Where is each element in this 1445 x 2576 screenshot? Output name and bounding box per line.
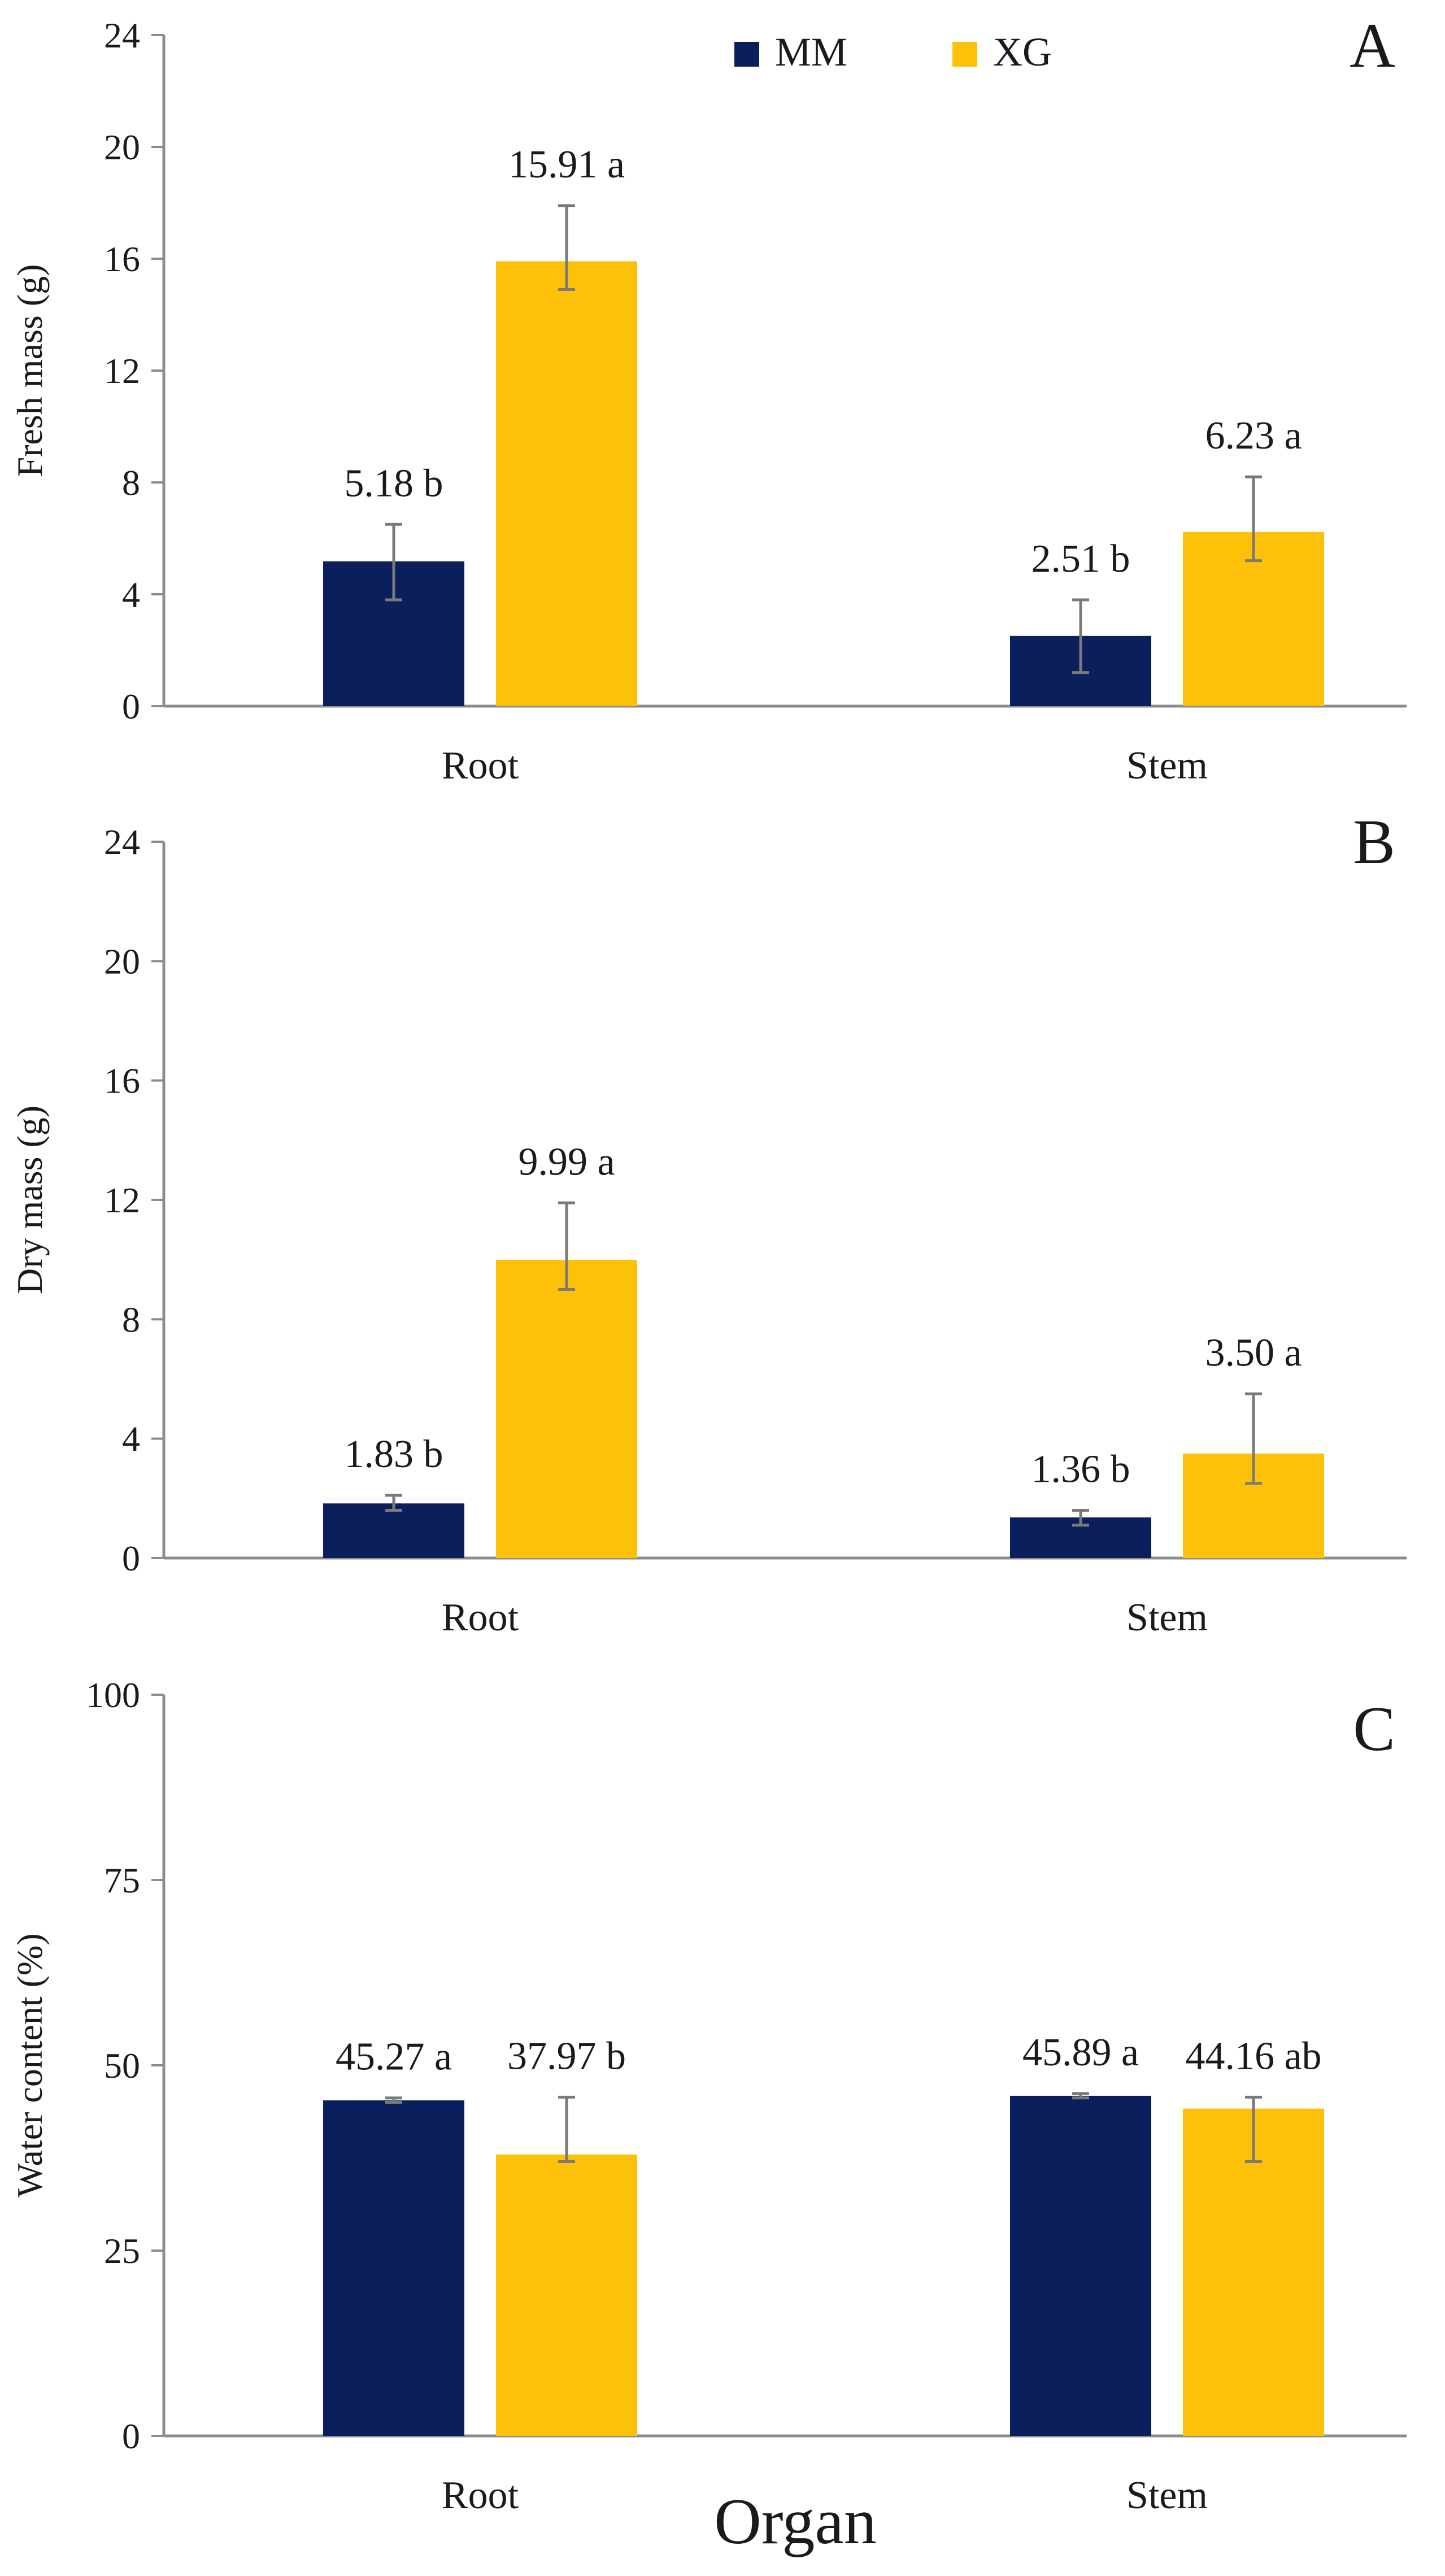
error-bar [1245, 1392, 1262, 1485]
chart-panel-a: 0 4 8 12 16 20 24 Fresh mass (g) A Root Stem 5.18 b… [10, 11, 1407, 787]
category-label-root: Root [442, 1596, 519, 1639]
y-tick-label: 25 [104, 2231, 140, 2271]
data-label: 15.91 a [508, 143, 625, 186]
category-label-stem: Stem [1126, 2474, 1208, 2517]
error-bar [558, 1201, 575, 1291]
y-tick-label: 100 [86, 1675, 140, 1715]
data-label: 45.27 a [336, 2035, 452, 2079]
bar-xg-root [496, 261, 637, 707]
x-axis-title: Organ [714, 2486, 877, 2558]
legend-label-mm: MM [775, 29, 847, 75]
bar-mm-root [323, 1503, 464, 1558]
data-label: 5.18 b [345, 462, 443, 505]
data-label: 3.50 a [1205, 1331, 1302, 1374]
data-label: 45.89 a [1022, 2031, 1139, 2074]
chart-panel-c: 0 25 50 75 100 Water content (%) C Root Stem 45.2… [10, 1675, 1407, 2517]
error-bar [1245, 2095, 1262, 2164]
error-bar [1072, 1508, 1089, 1527]
y-tick-label: 4 [122, 575, 140, 615]
data-label: 6.23 a [1205, 414, 1302, 458]
y-tick-label: 4 [122, 1419, 140, 1459]
y-tick-label: 0 [122, 686, 140, 726]
error-bar [1072, 598, 1089, 675]
chart-panel-b: 0 4 8 12 16 20 24 Dry mass (g) B Root Stem 1.83 b 1.… [10, 807, 1407, 1639]
error-bar [558, 204, 575, 291]
panel-letter: C [1353, 1694, 1395, 1764]
y-axis-title: Dry mass (g) [10, 1106, 50, 1294]
bar-mm-stem [1010, 2095, 1151, 2436]
bar-xg-stem [1183, 2108, 1324, 2436]
error-bar [385, 1494, 402, 1512]
legend-swatch-xg [952, 42, 977, 67]
category-label-stem: Stem [1126, 744, 1208, 787]
bar-mm-root [323, 2100, 464, 2436]
y-axis-title: Water content (%) [10, 1933, 50, 2198]
panel-letter: A [1350, 11, 1395, 81]
data-label: 37.97 b [507, 2034, 626, 2078]
data-label: 1.83 b [345, 1433, 443, 1476]
y-tick-label: 16 [104, 239, 140, 279]
error-bar [385, 2096, 402, 2104]
y-tick-label: 24 [104, 15, 140, 55]
y-tick-label: 50 [104, 2046, 140, 2086]
y-tick-label: 16 [104, 1061, 140, 1101]
error-bar [1072, 2092, 1089, 2100]
legend: MM XG [734, 29, 1052, 75]
legend-label-xg: XG [993, 29, 1052, 75]
y-tick-label: 75 [104, 1860, 140, 1900]
error-bar [1245, 475, 1262, 563]
y-tick-label: 12 [104, 1180, 140, 1220]
category-label-stem: Stem [1126, 1596, 1208, 1639]
bar-xg-root [496, 2154, 637, 2436]
y-tick-label: 8 [122, 1299, 140, 1339]
data-label: 1.36 b [1031, 1447, 1130, 1491]
panel-letter: B [1353, 807, 1395, 877]
y-tick-label: 0 [122, 1538, 140, 1578]
y-tick-label: 24 [104, 822, 140, 862]
category-label-root: Root [442, 744, 519, 787]
category-label-root: Root [442, 2474, 519, 2517]
data-label: 9.99 a [518, 1140, 615, 1183]
y-axis-title: Fresh mass (g) [10, 264, 50, 477]
y-tick-label: 12 [104, 351, 140, 391]
bar-xg-root [496, 1260, 637, 1558]
y-tick-label: 8 [122, 463, 140, 503]
error-bar [385, 523, 402, 602]
legend-swatch-mm [734, 42, 759, 67]
data-label: 2.51 b [1031, 537, 1130, 581]
data-label: 44.16 ab [1185, 2034, 1321, 2078]
error-bar [558, 2095, 575, 2164]
y-tick-label: 20 [104, 127, 140, 167]
y-tick-label: 20 [104, 941, 140, 981]
y-tick-label: 0 [122, 2416, 140, 2456]
